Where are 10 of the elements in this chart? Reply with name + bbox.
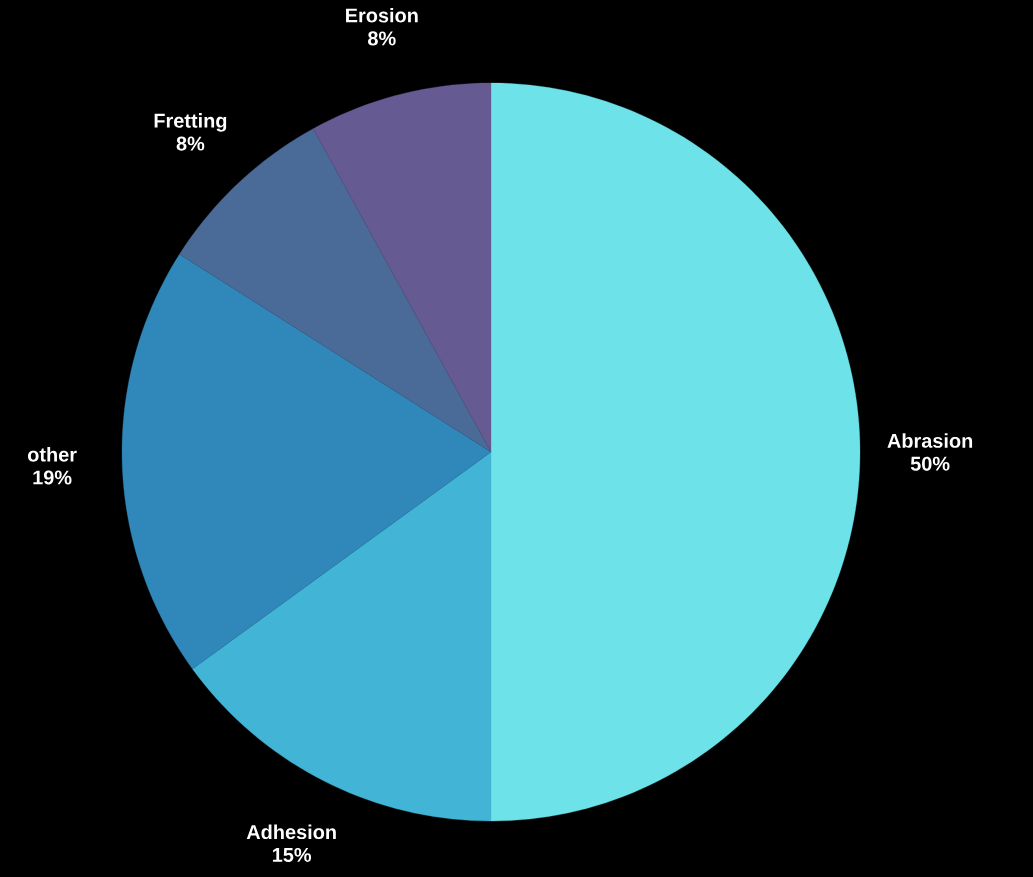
slice-label: Adhesion: [246, 824, 336, 840]
slice-label: other: [27, 447, 77, 462]
slice-label: Fretting: [154, 113, 227, 132]
data-label: 8%: [176, 136, 205, 151]
data-label: 19%: [33, 470, 72, 485]
slice-label: Abrasion: [887, 433, 973, 448]
data-label: 50%: [910, 456, 950, 471]
data-label: 15%: [272, 847, 312, 863]
slice-label: Erosion: [346, 7, 418, 23]
data-label: 8%: [368, 31, 396, 46]
